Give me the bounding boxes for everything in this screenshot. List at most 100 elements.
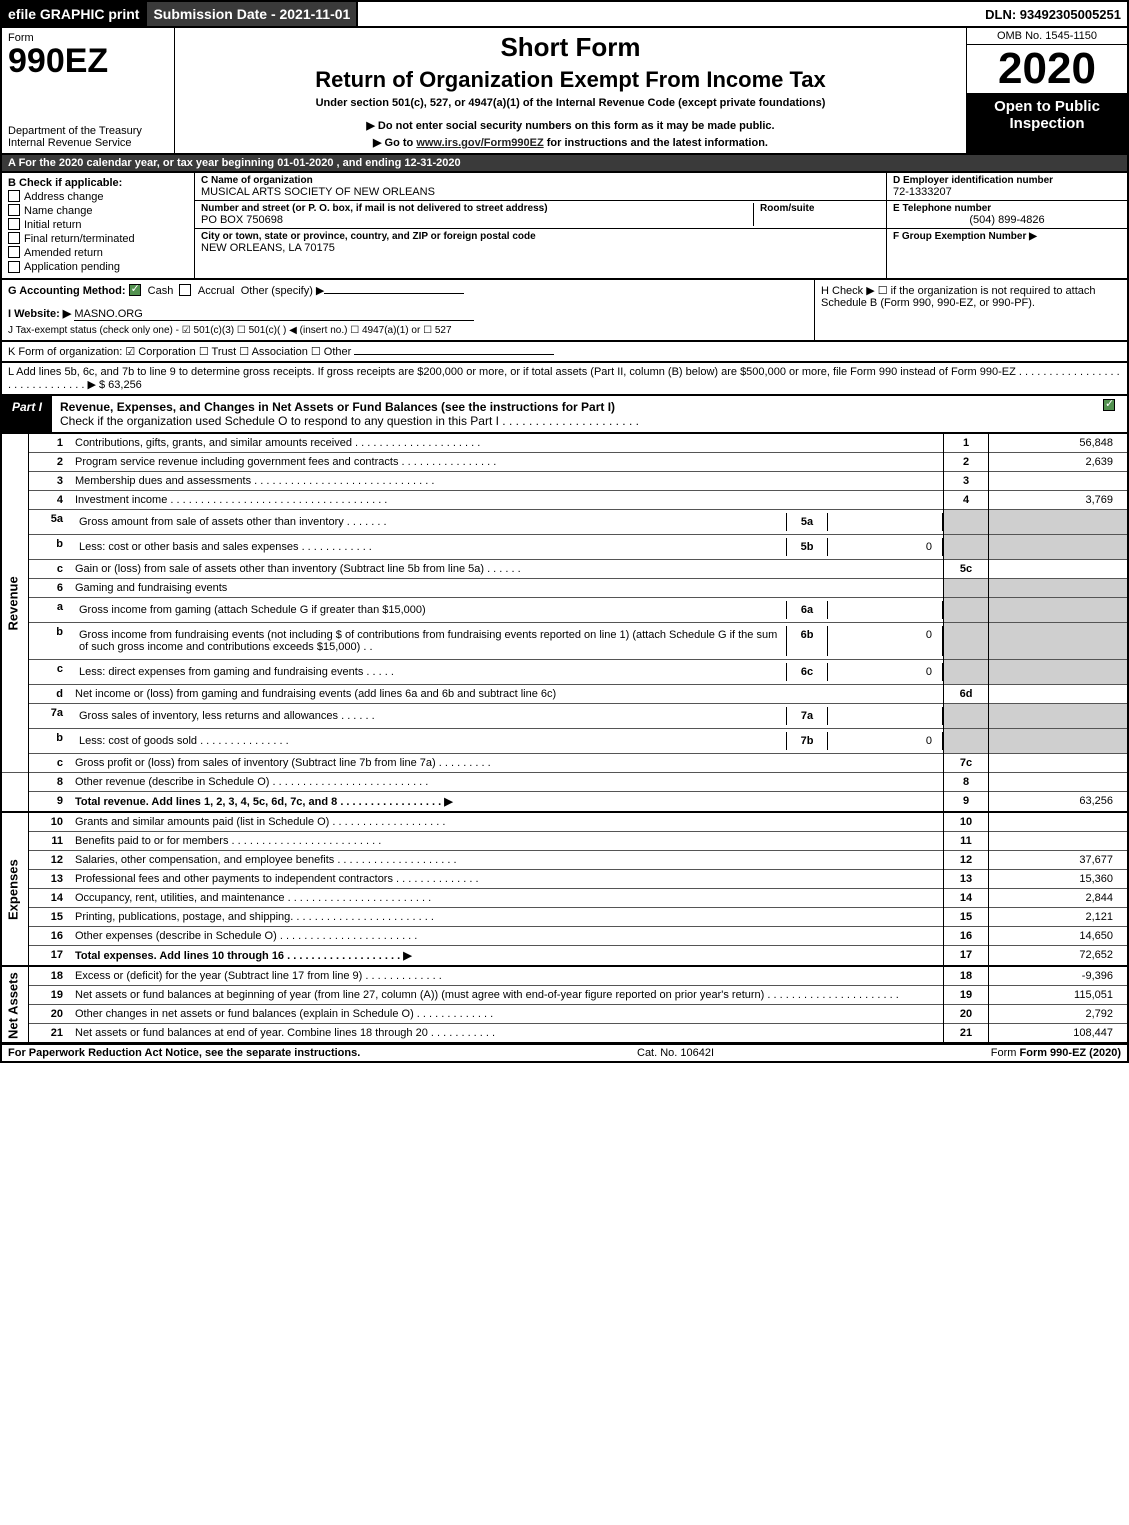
revenue-side-label: Revenue [1,434,29,773]
box-c: C Name of organization MUSICAL ARTS SOCI… [195,173,886,278]
line-text: Gain or (loss) from sale of assets other… [71,559,944,578]
box-l-text: L Add lines 5b, 6c, and 7b to line 9 to … [8,366,1019,378]
part-i-label: Part I [2,396,52,432]
total-revenue-text: Total revenue. Add lines 1, 2, 3, 4, 5c,… [75,796,453,808]
org-name-label: C Name of organization [201,175,880,186]
cb-label: Initial return [24,219,81,231]
line-colnum: 16 [944,926,989,945]
under-section: Under section 501(c), 527, or 4947(a)(1)… [183,97,958,109]
line-value: 115,051 [989,985,1129,1004]
line-text: Net assets or fund balances at end of ye… [71,1023,944,1043]
line-value: 56,848 [989,434,1129,453]
header-left: Form 990EZ Department of the Treasury In… [2,28,175,153]
line-text: Benefits paid to or for members . . . . … [71,831,944,850]
line-text: Occupancy, rent, utilities, and maintena… [71,888,944,907]
gh-left: G Accounting Method: Cash Accrual Other … [2,280,814,340]
header-right: OMB No. 1545-1150 2020 Open to Public In… [966,28,1127,153]
line-text: Total expenses. Add lines 10 through 16 … [71,945,944,966]
checkbox-cash[interactable] [129,284,141,296]
line-text: Gross sales of inventory, less returns a… [75,707,787,725]
line-text: Less: cost or other basis and sales expe… [75,538,787,556]
open-to-public: Open to Public Inspection [967,94,1127,153]
goto-line: ▶ Go to www.irs.gov/Form990EZ for instru… [183,136,958,149]
line-num: 2 [29,452,72,471]
revenue-side-continued [1,772,29,812]
box-k-other-line[interactable] [354,354,554,355]
shaded-cell [989,509,1129,534]
line-num: 16 [29,926,72,945]
line-num: 10 [29,813,72,832]
room-label: Room/suite [760,203,880,214]
other-specify-line[interactable] [324,293,464,294]
shaded-cell [944,578,989,597]
inline-value: 0 [828,538,943,556]
line-num: c [29,559,72,578]
line-value: 14,650 [989,926,1129,945]
shaded-cell [944,509,989,534]
line-colnum: 4 [944,490,989,509]
line-colnum: 6d [944,684,989,703]
shaded-cell [944,728,989,753]
box-j: J Tax-exempt status (check only one) - ☑… [8,325,808,336]
irs-link[interactable]: www.irs.gov/Form990EZ [416,137,543,149]
shaded-cell [989,578,1129,597]
line-num: 12 [29,850,72,869]
address-value: PO BOX 750698 [201,214,753,226]
line-num: 13 [29,869,72,888]
line-value: -9,396 [989,967,1129,986]
line-num: a [29,597,72,622]
footer-left: For Paperwork Reduction Act Notice, see … [8,1047,360,1059]
line-text: Professional fees and other payments to … [71,869,944,888]
phone-value: (504) 899-4826 [893,214,1121,226]
form-number: 990EZ [8,44,168,78]
line-num: 21 [29,1023,72,1043]
line-text: Program service revenue including govern… [71,452,944,471]
submission-date: Submission Date - 2021-11-01 [147,2,358,26]
inline-label: 5b [787,538,828,556]
line-value: 2,639 [989,452,1129,471]
line-text: Less: direct expenses from gaming and fu… [75,663,787,681]
checkbox-amended-return[interactable] [8,246,20,258]
checkbox-application-pending[interactable] [8,261,20,273]
line-num: b [29,534,72,559]
checkbox-initial-return[interactable] [8,218,20,230]
line-colnum: 9 [944,791,989,812]
line-colnum: 8 [944,772,989,791]
line-value: 37,677 [989,850,1129,869]
dept-treasury: Department of the Treasury [8,125,168,137]
inline-label: 5a [787,513,828,531]
shaded-cell [989,534,1129,559]
line-num: 11 [29,831,72,850]
line-text: Less: cost of goods sold . . . . . . . .… [75,732,787,750]
line-text: Gross income from fundraising events (no… [75,626,787,656]
shaded-cell [944,534,989,559]
netassets-table: Net Assets 18 Excess or (deficit) for th… [0,967,1129,1044]
part-i-title: Revenue, Expenses, and Changes in Net As… [52,396,1089,432]
line-text: Net income or (loss) from gaming and fun… [71,684,944,703]
page-footer: For Paperwork Reduction Act Notice, see … [0,1044,1129,1063]
line-text: Salaries, other compensation, and employ… [71,850,944,869]
line-colnum: 20 [944,1004,989,1023]
line-colnum: 1 [944,434,989,453]
checkbox-final-return[interactable] [8,232,20,244]
box-l: L Add lines 5b, 6c, and 7b to line 9 to … [0,363,1129,396]
line-num: b [29,622,72,659]
line-value [989,559,1129,578]
inline-value [828,601,943,619]
part-i-check-text: Check if the organization used Schedule … [60,414,639,428]
header-center: Short Form Return of Organization Exempt… [175,28,966,153]
line-value [989,831,1129,850]
line-value: 2,121 [989,907,1129,926]
line-text: Membership dues and assessments . . . . … [71,471,944,490]
line-colnum: 12 [944,850,989,869]
line-num: 3 [29,471,72,490]
form-header: Form 990EZ Department of the Treasury In… [0,26,1129,155]
checkbox-accrual[interactable] [179,284,191,296]
netassets-side-label: Net Assets [1,967,29,1043]
checkbox-name-change[interactable] [8,204,20,216]
line-value: 2,844 [989,888,1129,907]
line-num: 14 [29,888,72,907]
part-i-schedule-o-checkbox[interactable] [1103,399,1115,411]
inline-value [828,707,943,725]
checkbox-address-change[interactable] [8,190,20,202]
